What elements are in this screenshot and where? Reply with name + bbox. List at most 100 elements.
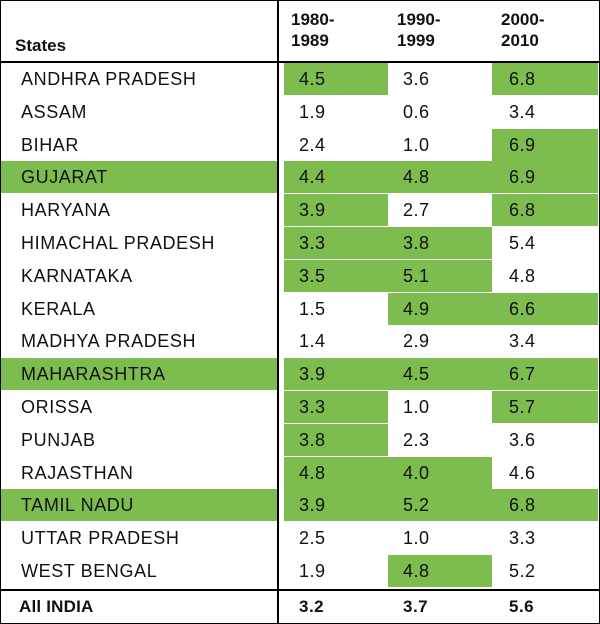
value-highlight: [492, 63, 598, 95]
value-cell: 3.6: [509, 429, 536, 450]
state-cell: PUNJAB: [21, 429, 96, 450]
value-cell: 2.9: [403, 331, 430, 352]
value-cell: 3.3: [299, 233, 326, 253]
state-cell: ORISSA: [21, 397, 93, 417]
header-period-line2: 1999: [397, 31, 435, 50]
value-highlight: [388, 489, 492, 522]
value-cell: 6.8: [509, 495, 536, 516]
value-highlight: [284, 456, 388, 489]
value-cell: 4.0: [403, 462, 430, 483]
total-value-cell: 5.6: [509, 597, 535, 616]
value-highlight: [388, 227, 492, 259]
value-cell: 5.1: [403, 265, 430, 286]
value-cell: 0.6: [403, 101, 430, 122]
value-cell: 1.0: [403, 528, 430, 549]
value-cell: 3.4: [509, 331, 536, 352]
header-period-line1: 2000-: [501, 10, 545, 29]
header-period-1980: 1980- 1989: [291, 9, 371, 51]
value-cell: 5.4: [509, 233, 536, 253]
value-cell: 3.8: [299, 429, 326, 450]
value-highlight: [284, 358, 388, 391]
state-cell: ASSAM: [21, 101, 88, 122]
value-cell: 4.5: [403, 364, 430, 385]
state-cell: UTTAR PRADESH: [21, 528, 180, 549]
value-cell: 1.9: [299, 101, 326, 122]
total-value-cell: 3.2: [299, 597, 325, 616]
value-highlight: [492, 194, 598, 227]
state-cell: GUJARAT: [21, 167, 108, 188]
state-cell: TAMIL NADU: [21, 495, 135, 516]
value-highlight: [492, 128, 598, 161]
value-highlight: [284, 161, 388, 194]
value-highlight: [284, 63, 388, 95]
value-highlight: [284, 259, 388, 292]
value-highlight: [492, 292, 598, 325]
total-row: All INDIA 3.2 3.7 5.6: [1, 591, 599, 623]
header-period-line2: 2010: [501, 31, 539, 50]
value-cell: 4.6: [509, 462, 536, 483]
value-cell: 4.4: [299, 167, 326, 188]
table-row: KERALA 1.5 4.9 6.6: [1, 292, 599, 325]
state-cell: ANDHRA PRADESH: [21, 69, 197, 89]
state-cell: MAHARASHTRA: [21, 364, 166, 385]
value-cell: 2.4: [299, 134, 326, 155]
value-cell: 4.8: [509, 265, 536, 286]
state-highlight: [1, 161, 277, 194]
table-row: BIHAR 2.4 1.0 6.9: [1, 128, 599, 161]
state-cell: RAJASTHAN: [21, 462, 134, 483]
total-state-cell: All INDIA: [19, 597, 94, 616]
value-cell: 3.5: [299, 265, 326, 286]
value-highlight: [492, 161, 598, 194]
table-row: HIMACHAL PRADESH 3.3 3.8 5.4: [1, 227, 599, 259]
value-cell: 4.5: [299, 69, 326, 89]
value-highlight: [388, 259, 492, 292]
table-row: RAJASTHAN 4.8 4.0 4.6: [1, 456, 599, 489]
state-cell: WEST BENGAL: [21, 561, 158, 581]
value-highlight: [388, 456, 492, 489]
value-cell: 4.9: [403, 298, 430, 319]
state-cell: HIMACHAL PRADESH: [21, 233, 215, 253]
value-highlight: [284, 391, 388, 423]
table-row: PUNJAB 3.8 2.3 3.6: [1, 423, 599, 456]
value-cell: 1.9: [299, 561, 326, 581]
header-divider: [1, 61, 599, 63]
value-cell: 3.3: [299, 397, 326, 417]
column-divider: [277, 1, 279, 623]
value-highlight: [284, 194, 388, 227]
value-highlight: [492, 358, 598, 391]
header-period-2000: 2000- 2010: [501, 9, 581, 51]
value-cell: 3.6: [403, 69, 430, 89]
value-cell: 6.9: [509, 134, 536, 155]
value-cell: 3.8: [403, 233, 430, 253]
state-highlight: [1, 358, 277, 391]
value-highlight: [284, 423, 388, 456]
total-divider: [1, 589, 599, 591]
state-cell: KARNATAKA: [21, 265, 133, 286]
value-highlight: [388, 358, 492, 391]
value-cell: 3.4: [509, 101, 536, 122]
total-value-cell: 3.7: [403, 597, 429, 616]
value-cell: 3.9: [299, 364, 326, 385]
value-highlight: [492, 489, 598, 522]
header-period-line1: 1980-: [291, 10, 335, 29]
table-row: WEST BENGAL 1.9 4.8 5.2: [1, 555, 599, 587]
table-row: UTTAR PRADESH 2.5 1.0 3.3: [1, 522, 599, 554]
table-row: ASSAM 1.9 0.6 3.4: [1, 96, 599, 128]
table-row: ORISSA 3.3 1.0 5.7: [1, 391, 599, 423]
header-period-line1: 1990-: [397, 10, 441, 29]
value-cell: 4.8: [299, 462, 326, 483]
value-cell: 6.8: [509, 200, 536, 221]
value-highlight: [388, 292, 492, 325]
header-states: States: [15, 36, 67, 55]
value-cell: 3.3: [509, 528, 536, 549]
value-highlight: [388, 161, 492, 194]
state-cell: KERALA: [21, 298, 96, 319]
value-cell: 5.2: [509, 561, 536, 581]
header-period-1990: 1990- 1999: [397, 9, 477, 51]
value-cell: 6.6: [509, 298, 536, 319]
value-cell: 1.4: [299, 331, 326, 352]
value-cell: 2.7: [403, 200, 430, 221]
state-highlight: [1, 489, 277, 522]
table-row: MADHYA PRADESH 1.4 2.9 3.4: [1, 325, 599, 357]
